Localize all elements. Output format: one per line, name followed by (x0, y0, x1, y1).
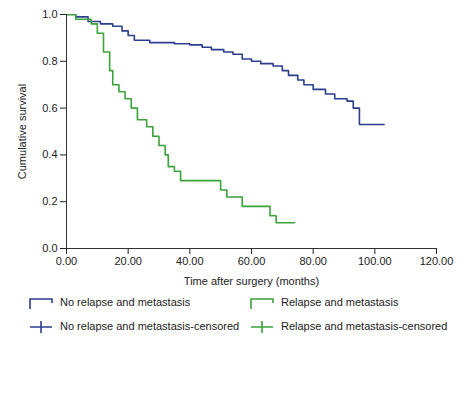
svg-text:0.4: 0.4 (42, 148, 57, 160)
html-text:No relapse and metastasis: No relapse and metastasis (60, 296, 191, 308)
svg-text:0.6: 0.6 (42, 102, 57, 114)
svg-text:0.0: 0.0 (42, 242, 57, 254)
svg-text:40.00: 40.00 (176, 255, 204, 267)
html-text:Relapse and metastasis-censore: Relapse and metastasis-censored (281, 320, 448, 332)
svg-text:20.00: 20.00 (114, 255, 142, 267)
svg-text:0.8: 0.8 (42, 55, 57, 67)
svg-text:120.00: 120.00 (420, 255, 454, 267)
svg-text:80.00: 80.00 (299, 255, 327, 267)
svg-text:0.2: 0.2 (42, 195, 57, 207)
svg-text:Time after surgery (months): Time after surgery (months) (184, 275, 319, 287)
html-text:Relapse and metastasis: Relapse and metastasis (281, 296, 399, 308)
svg-text:0.00: 0.00 (56, 255, 77, 267)
svg-text:60.00: 60.00 (238, 255, 266, 267)
svg-text:Cumulative survival: Cumulative survival (16, 84, 28, 179)
svg-text:100.00: 100.00 (358, 255, 392, 267)
html-text:No relapse and metastasis-cens: No relapse and metastasis-censored (60, 320, 240, 332)
svg-text:1.0: 1.0 (42, 8, 57, 20)
